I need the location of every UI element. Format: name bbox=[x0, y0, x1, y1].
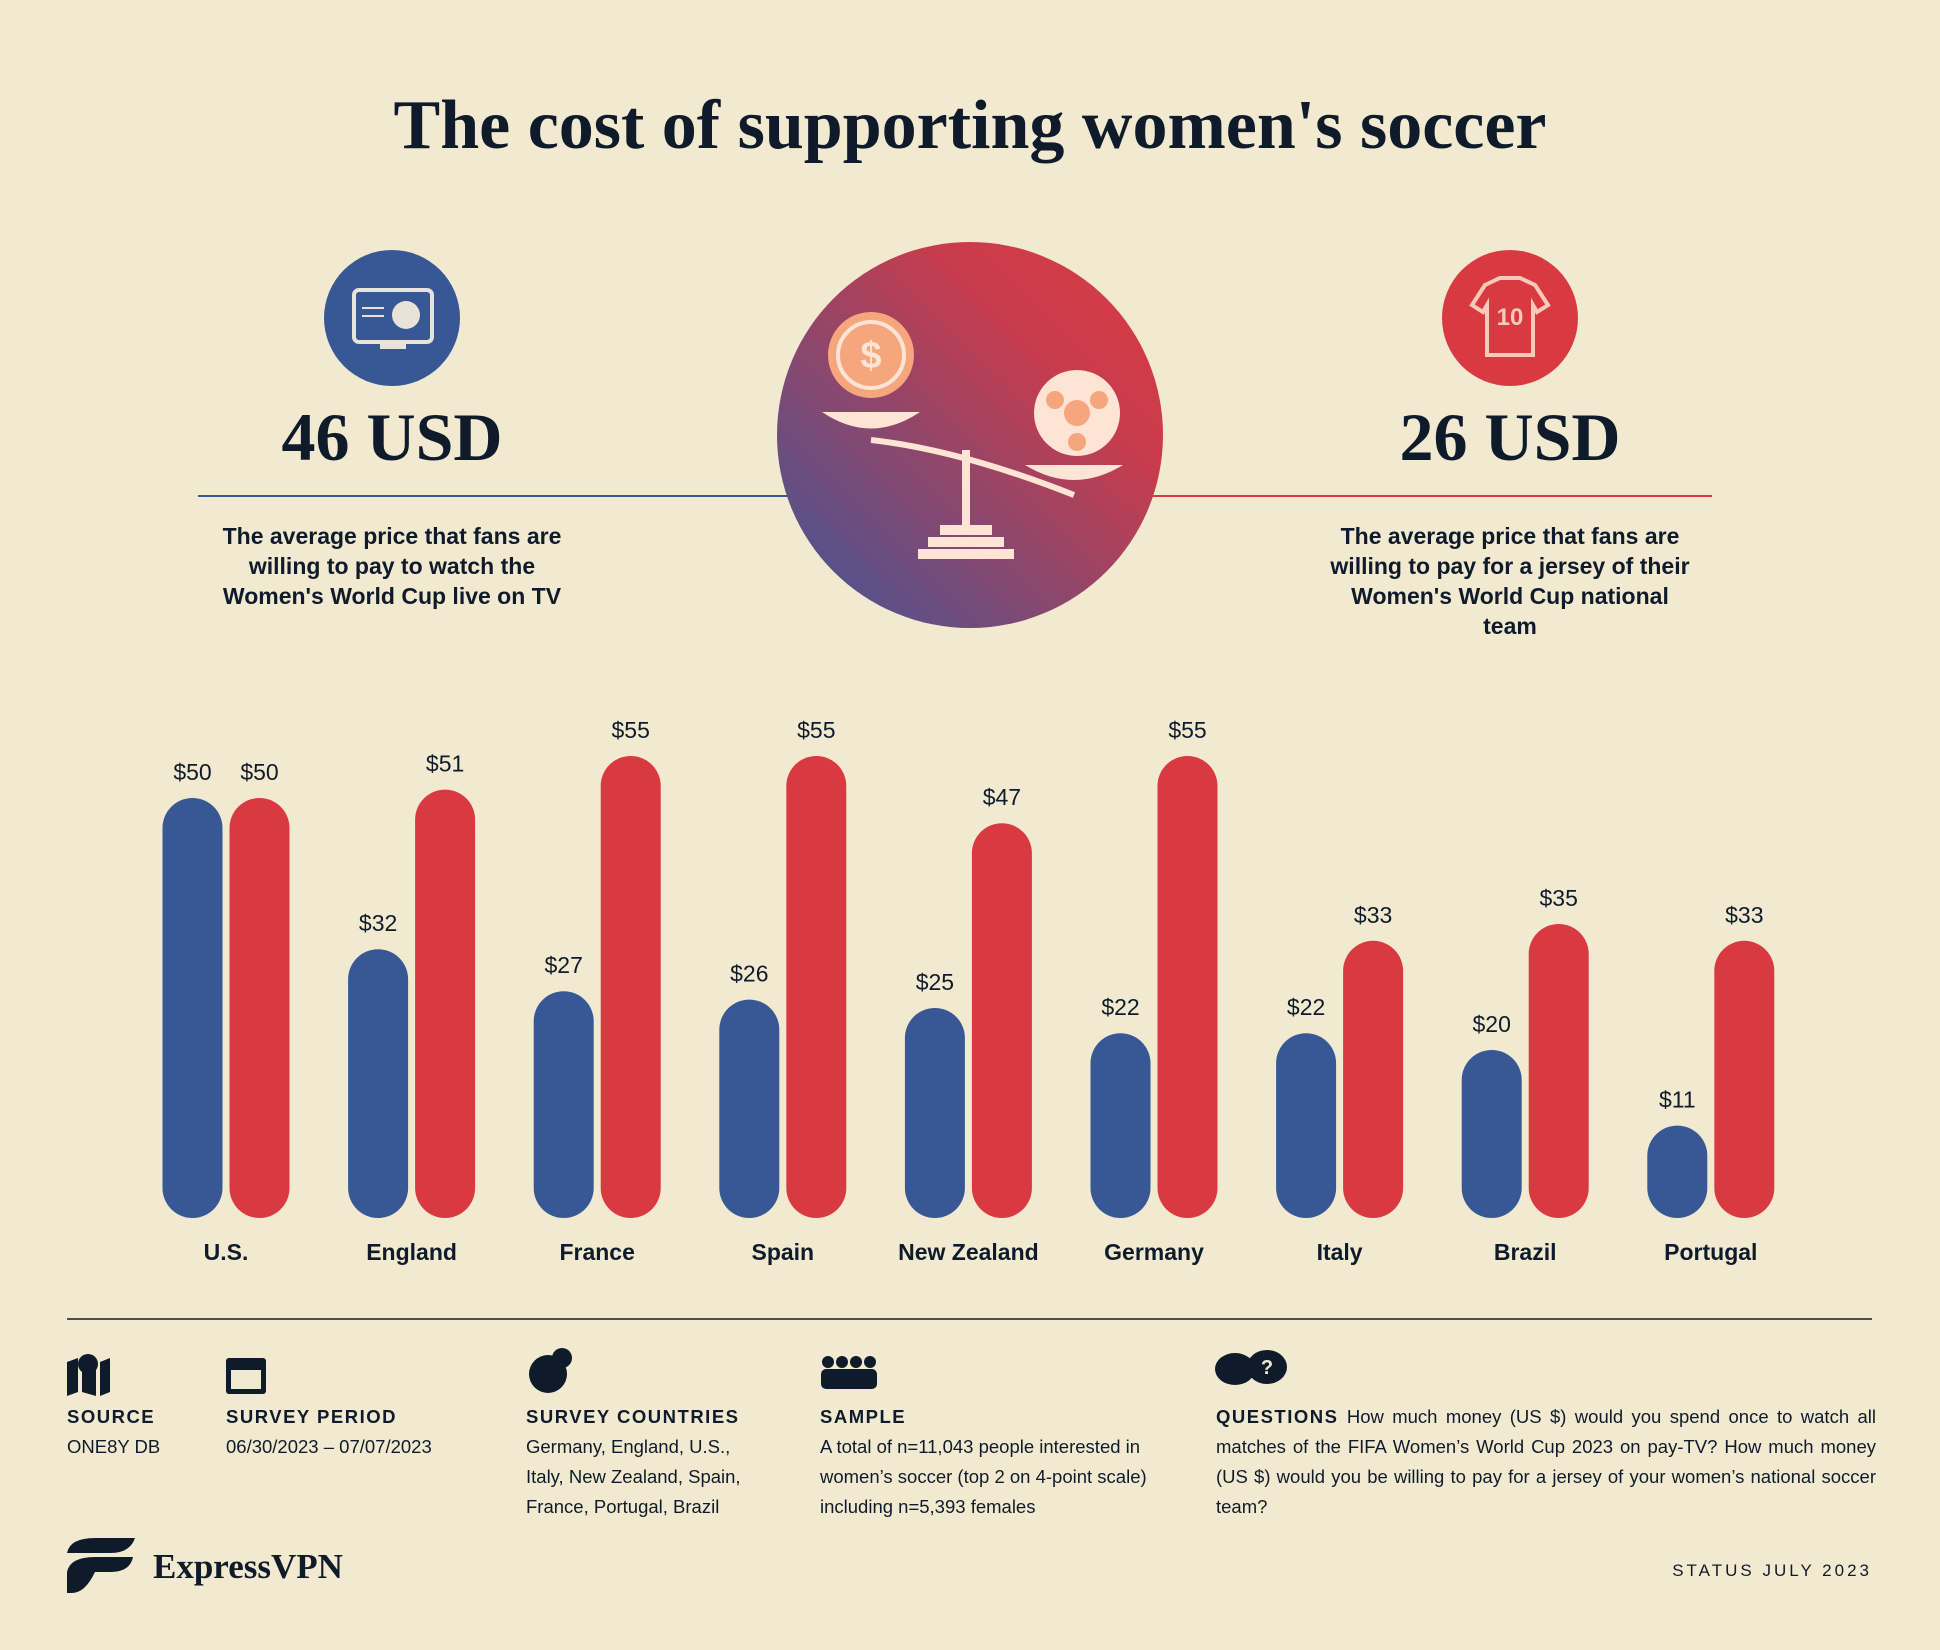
x-tick-label: England bbox=[366, 1239, 457, 1265]
stat-description: willing to pay to watch the bbox=[248, 553, 535, 579]
bar bbox=[904, 1008, 965, 1218]
x-tick-label: Brazil bbox=[1494, 1239, 1557, 1265]
bar bbox=[1461, 1050, 1522, 1218]
bar bbox=[162, 798, 223, 1218]
value-label: $22 bbox=[1287, 994, 1325, 1020]
stat-value: 26 USD bbox=[1399, 399, 1620, 475]
footer-label: SURVEY PERIOD bbox=[226, 1406, 397, 1427]
value-label: $55 bbox=[1168, 717, 1206, 743]
value-label: $32 bbox=[359, 910, 397, 936]
scale-illustration: $ bbox=[777, 242, 1163, 628]
bar bbox=[786, 756, 847, 1218]
tv-icon bbox=[324, 250, 460, 386]
footer-period: SURVEY PERIOD 06/30/2023 – 07/07/2023 bbox=[226, 1402, 486, 1462]
brand: ExpressVPN bbox=[153, 1547, 343, 1586]
bar bbox=[1528, 924, 1589, 1218]
footer-label: QUESTIONS bbox=[1216, 1406, 1339, 1427]
x-tick-label: Spain bbox=[751, 1239, 814, 1265]
bar bbox=[1647, 1125, 1708, 1218]
value-label: $55 bbox=[612, 717, 650, 743]
bar bbox=[1090, 1033, 1151, 1218]
value-label: $33 bbox=[1725, 902, 1763, 928]
value-label: $25 bbox=[916, 969, 954, 995]
footer-label: SOURCE bbox=[67, 1406, 156, 1427]
footer-label: SURVEY COUNTRIES bbox=[526, 1406, 740, 1427]
footer-label: SAMPLE bbox=[820, 1406, 907, 1427]
footer-sample: SAMPLE A total of n=11,043 people interes… bbox=[820, 1402, 1160, 1522]
value-label: $11 bbox=[1659, 1087, 1696, 1113]
value-label: $51 bbox=[426, 751, 464, 777]
stat-description: The average price that fans are bbox=[1341, 523, 1680, 549]
footer-icons: ? bbox=[67, 1348, 1287, 1593]
value-label: $26 bbox=[730, 961, 768, 987]
value-label: $55 bbox=[797, 717, 835, 743]
bar bbox=[1343, 940, 1404, 1218]
bar bbox=[719, 999, 780, 1218]
bar bbox=[1714, 940, 1775, 1218]
svg-text:$: $ bbox=[860, 335, 881, 377]
stat-value: 46 USD bbox=[281, 399, 502, 475]
bar bbox=[971, 823, 1032, 1218]
bar bbox=[600, 756, 661, 1218]
footer-text: 06/30/2023 – 07/07/2023 bbox=[226, 1436, 432, 1457]
value-label: $50 bbox=[240, 759, 278, 785]
title: The cost of supporting women's soccer bbox=[394, 87, 1547, 164]
stat-description: team bbox=[1483, 613, 1537, 639]
x-tick-label: Portugal bbox=[1664, 1239, 1757, 1265]
value-label: $20 bbox=[1473, 1011, 1511, 1037]
stat-description: Women's World Cup national bbox=[1351, 583, 1669, 609]
bar bbox=[1276, 1033, 1337, 1218]
stat-description: The average price that fans are bbox=[223, 523, 562, 549]
value-label: $50 bbox=[173, 759, 211, 785]
footer-text: How much money (US $) would you spend on… bbox=[1216, 1406, 1876, 1517]
svg-text:?: ? bbox=[1261, 1357, 1273, 1379]
bar bbox=[415, 789, 476, 1218]
status: STATUS JULY 2023 bbox=[1672, 1561, 1872, 1580]
bar bbox=[533, 991, 594, 1218]
x-tick-label: France bbox=[559, 1239, 634, 1265]
x-tick-label: U.S. bbox=[204, 1239, 249, 1265]
value-label: $33 bbox=[1354, 902, 1392, 928]
footer-questions: QUESTIONS How much money (US $) would yo… bbox=[1216, 1402, 1876, 1522]
footer-text: ONE8Y DB bbox=[67, 1436, 161, 1457]
stat-description: Women's World Cup live on TV bbox=[223, 583, 562, 609]
bar bbox=[1157, 756, 1218, 1218]
footer-source: SOURCE ONE8Y DB bbox=[67, 1402, 207, 1462]
value-label: $47 bbox=[983, 784, 1021, 810]
value-label: $35 bbox=[1540, 885, 1578, 911]
bar bbox=[229, 798, 290, 1218]
footer-text: Germany, England, U.S., Italy, New Zeala… bbox=[526, 1436, 741, 1517]
stat-description: willing to pay for a jersey of their bbox=[1329, 553, 1689, 579]
bar bbox=[348, 949, 409, 1218]
value-label: $22 bbox=[1101, 994, 1139, 1020]
svg-text:10: 10 bbox=[1497, 304, 1524, 331]
footer-text: A total of n=11,043 people interested in… bbox=[820, 1436, 1147, 1517]
x-tick-label: Germany bbox=[1104, 1239, 1204, 1265]
value-label: $27 bbox=[545, 952, 583, 978]
jersey-icon: 10 bbox=[1442, 250, 1578, 386]
footer-countries: SURVEY COUNTRIES Germany, England, U.S., … bbox=[526, 1402, 771, 1522]
x-tick-label: Italy bbox=[1317, 1239, 1363, 1265]
x-tick-label: New Zealand bbox=[898, 1239, 1039, 1265]
